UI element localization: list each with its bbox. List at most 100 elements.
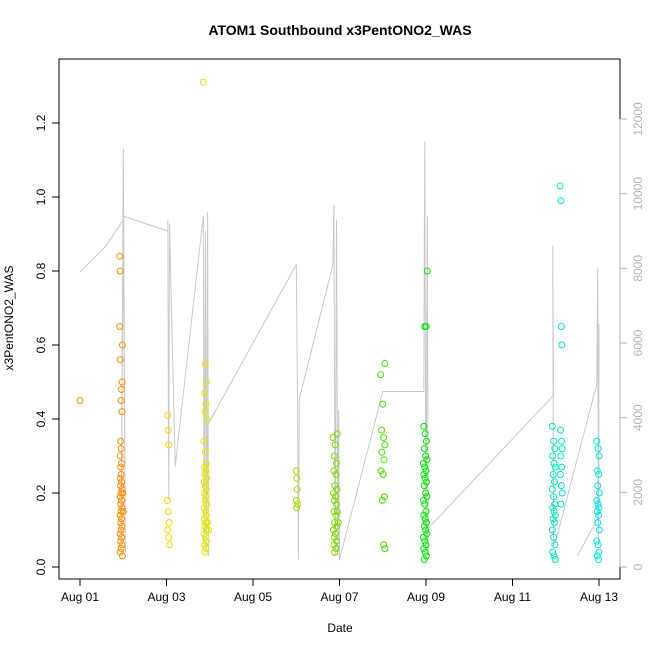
data-point (420, 522, 428, 530)
data-point (421, 500, 429, 508)
data-point (421, 548, 429, 556)
data-point (204, 519, 212, 527)
y2-tick-label: 2000 (631, 479, 645, 506)
data-point (593, 496, 601, 504)
data-point (594, 541, 602, 549)
x-tick-label: Aug 09 (407, 590, 445, 604)
data-point (595, 471, 603, 478)
y2-tick-label: 8000 (631, 255, 645, 282)
data-point (118, 341, 126, 349)
data-point (421, 463, 429, 471)
data-point (331, 482, 339, 490)
data-point (293, 474, 301, 482)
data-point (549, 452, 557, 460)
data-point (118, 385, 125, 393)
data-point (593, 437, 601, 445)
data-point (331, 548, 339, 556)
data-point (550, 459, 558, 467)
y-axis: 0.0 0.2 0.4 0.6 0.8 1.0 1.2 (34, 114, 60, 575)
data-point (329, 526, 337, 534)
data-point (594, 500, 602, 508)
data-point (164, 426, 172, 434)
data-point (422, 489, 430, 497)
data-point (330, 533, 338, 541)
data-point (117, 519, 125, 527)
data-point (333, 500, 340, 508)
data-point (422, 508, 430, 515)
data-point (380, 434, 388, 441)
data-point (201, 408, 209, 416)
data-point (294, 500, 301, 508)
data-point (422, 552, 430, 560)
data-point (422, 323, 430, 330)
data-point (557, 500, 565, 508)
data-point (330, 508, 338, 515)
data-point (420, 556, 428, 564)
data-point (201, 463, 209, 471)
data-point (549, 548, 557, 556)
data-point (595, 548, 603, 556)
data-point (202, 467, 210, 475)
data-point (164, 411, 172, 419)
data-point (118, 459, 125, 467)
data-point (117, 471, 125, 478)
data-point (549, 504, 557, 512)
data-point (118, 552, 126, 560)
data-point (203, 415, 211, 423)
data-point (292, 467, 300, 475)
data-point (118, 378, 126, 386)
data-point (422, 478, 430, 486)
data-point (118, 541, 126, 549)
data-point (381, 545, 389, 552)
y2-tick-label: 4000 (631, 404, 645, 431)
data-point (421, 537, 429, 545)
data-point (595, 556, 603, 564)
data-point (118, 408, 126, 416)
altitude-line (79, 141, 600, 560)
data-point (420, 511, 428, 519)
data-point (200, 504, 208, 512)
data-point (422, 467, 430, 475)
data-point (551, 478, 558, 486)
y-tick-label: 0.8 (34, 262, 48, 279)
data-point (548, 422, 556, 430)
data-point (381, 493, 388, 501)
data-point (557, 437, 565, 445)
data-point (333, 430, 341, 438)
data-point (118, 485, 126, 493)
y-tick-label: 0.4 (34, 410, 48, 427)
data-point (333, 459, 340, 467)
data-point (117, 500, 125, 508)
data-point (202, 378, 210, 386)
x-tick-label: Aug 01 (61, 590, 99, 604)
y2-tick-label: 0 (631, 563, 645, 570)
data-point (550, 552, 558, 560)
data-point (549, 471, 557, 478)
data-point (332, 511, 340, 519)
data-point (378, 426, 385, 434)
data-point (557, 452, 565, 460)
y-tick-label: 1.2 (34, 114, 48, 131)
data-point (332, 530, 340, 538)
data-point (550, 533, 558, 541)
data-point (202, 485, 210, 493)
data-point (117, 482, 125, 490)
data-point (594, 519, 602, 527)
data-point (593, 537, 601, 545)
data-point (558, 341, 566, 349)
data-point (292, 496, 300, 504)
data-point (420, 445, 428, 453)
data-point (118, 496, 125, 504)
data-point (117, 545, 125, 552)
data-point (165, 533, 173, 541)
data-point (200, 530, 208, 538)
data-point (557, 426, 564, 434)
data-point (422, 526, 430, 534)
data-point (119, 489, 127, 497)
data-point (116, 252, 124, 260)
data-point (202, 545, 210, 552)
data-point (202, 400, 210, 408)
data-point (201, 541, 209, 549)
altitude-line-layer (79, 141, 600, 560)
